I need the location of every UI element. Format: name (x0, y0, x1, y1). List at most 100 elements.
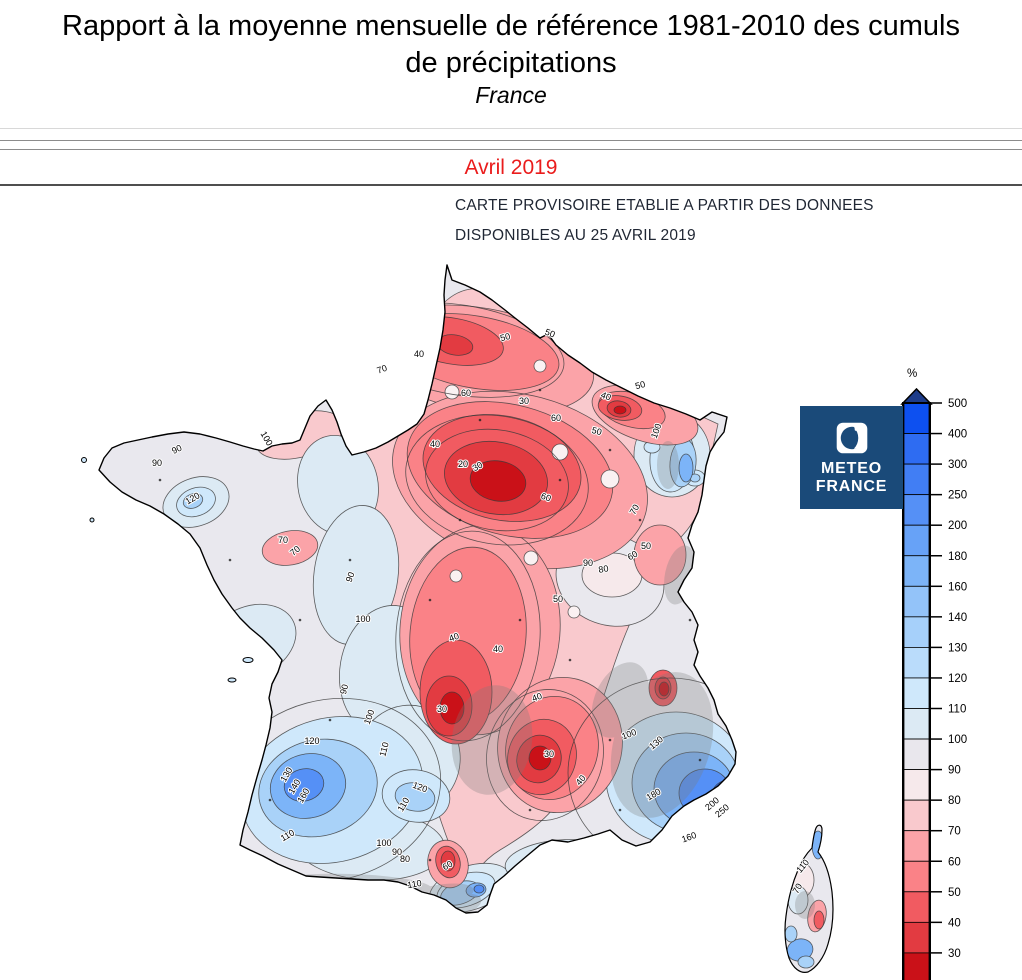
contour-label: 110 (377, 741, 390, 757)
scale-tick-label: 180 (948, 551, 967, 563)
contour-label: 90 (344, 571, 357, 584)
contour-label: 80 (598, 563, 610, 575)
scale-segment (903, 494, 930, 526)
scale-tick-label: 80 (948, 795, 961, 807)
scale-segment (903, 524, 930, 557)
contour-label: 90 (152, 458, 162, 468)
scale-tick-label: 100 (948, 734, 967, 746)
contour-label: 90 (583, 558, 593, 568)
contour-label: 50 (634, 379, 646, 391)
contour-label: 70 (278, 535, 288, 545)
logo-text-line2: FRANCE (815, 477, 888, 495)
title-line1: Rapport à la moyenne mensuelle de référe… (62, 10, 960, 42)
scale-segment (903, 647, 930, 679)
scale-tick-label: 130 (948, 642, 967, 654)
contour-label: 50 (591, 425, 603, 437)
page-subtitle: France (475, 82, 547, 108)
contour-label: 160 (680, 830, 698, 845)
note-line2: DISPONIBLES AU 25 AVRIL 2019 (455, 227, 696, 244)
station-dots (158, 328, 702, 862)
contour-label: 90 (338, 683, 350, 695)
scale-tick-label: 90 (948, 765, 961, 777)
contour-label: 70 (376, 363, 389, 376)
scale-segment (903, 860, 930, 893)
meteo-france-logo: METEO FRANCE (800, 406, 903, 509)
contour-label: 120 (304, 736, 319, 746)
scale-tick-label: 30 (948, 948, 961, 960)
corsica-outline (784, 824, 834, 973)
contour-label: 50 (544, 327, 557, 340)
scale-tick-label: 50 (948, 887, 961, 899)
contour-label: 30 (519, 396, 529, 406)
divider-line (0, 184, 1022, 186)
scale-tick-label: 300 (948, 459, 967, 471)
page-title: Rapport à la moyenne mensuelle de référe… (0, 8, 1022, 82)
contour-label: 30 (437, 704, 447, 714)
scale-tick-label: 120 (948, 673, 967, 685)
contour-label: 100 (376, 838, 391, 848)
contour-label: 50 (641, 541, 651, 551)
scale-segment (903, 585, 930, 618)
contour-label: 40 (448, 631, 461, 644)
scale-segment (903, 677, 930, 709)
france-outline (98, 264, 737, 914)
scale-tick-label: 500 (948, 398, 967, 410)
contour-label: 60 (461, 388, 471, 398)
meteo-france-logo-icon (836, 422, 867, 453)
scale-arrow (900, 387, 933, 405)
scale-segment (903, 555, 930, 587)
scale-tick-label: 70 (948, 826, 961, 838)
scale-tick-label: 200 (948, 520, 967, 532)
contour-label: 60 (540, 491, 553, 504)
scale-tick-label: 110 (948, 704, 966, 716)
scale-segment (903, 708, 930, 740)
contour-label: 90 (392, 847, 402, 857)
scale-tick-label: 160 (948, 581, 967, 593)
contour-label: 110 (407, 878, 423, 890)
scale-segment (903, 616, 930, 648)
title-line2: de précipitations (405, 47, 617, 79)
contour-label: 20 (458, 459, 468, 469)
contour-label: 50 (499, 331, 511, 343)
scale-unit-label: % (907, 368, 917, 380)
scale-segment (903, 921, 930, 954)
scale-segment (903, 891, 930, 923)
scale-tick-label: 140 (948, 612, 967, 624)
scale-segment (903, 402, 930, 434)
scale-tick-label: 60 (948, 856, 961, 868)
contour-label: 30 (544, 749, 554, 759)
scale-segment (903, 830, 930, 862)
logo-text-line1: METEO (821, 459, 882, 477)
scale-segment (903, 738, 930, 770)
contour-label: 40 (493, 644, 503, 654)
scale-border (902, 402, 931, 980)
contour-label: 40 (430, 439, 440, 449)
note-line1: CARTE PROVISOIRE ETABLIE A PARTIR DES DO… (455, 197, 874, 214)
islands (81, 457, 254, 683)
contour-label: 40 (600, 390, 613, 403)
provisional-note: CARTE PROVISOIRE ETABLIE A PARTIR DES DO… (455, 191, 874, 251)
contour-label: 60 (551, 413, 561, 423)
corsica (784, 824, 834, 973)
scale-tick-label: 40 (948, 917, 961, 929)
contour-label: 40 (531, 691, 544, 704)
france-mainland (81, 264, 737, 914)
divider-line (0, 128, 1022, 129)
scale-segment (903, 433, 930, 465)
contour-label: 100 (355, 614, 370, 624)
scale-segment-under (903, 952, 930, 980)
scale-tick-label: 250 (948, 490, 967, 502)
color-scale: % 500 400 300 250 200 180 160 140 130 120 110 100 90 8… (900, 368, 967, 980)
scale-segment (903, 769, 930, 801)
divider-line (0, 149, 1022, 150)
divider-line (0, 140, 1022, 141)
scale-tick-label: 400 (948, 429, 967, 441)
contour-label: 80 (400, 854, 410, 864)
contour-label: 40 (414, 349, 424, 359)
scale-segment (903, 799, 930, 832)
period-label: Avril 2019 (464, 156, 558, 179)
scale-segment (903, 463, 930, 496)
contour-label: 50 (553, 594, 563, 604)
